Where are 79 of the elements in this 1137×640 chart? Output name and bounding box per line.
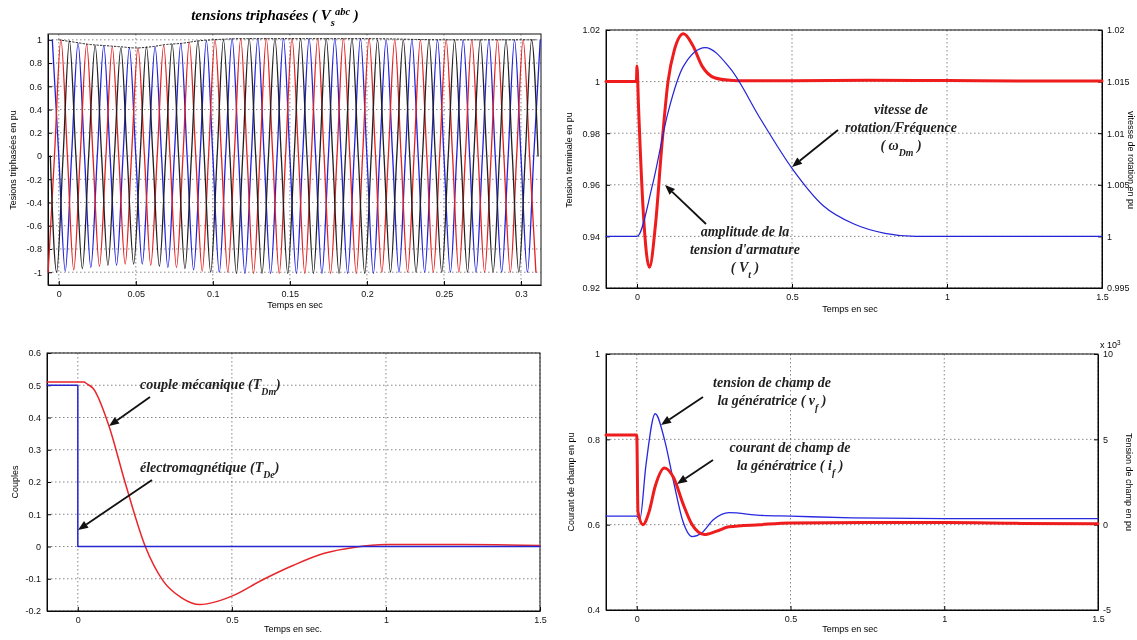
- y-tick-label: 0.2: [28, 477, 41, 488]
- x-tick-label: 1.5: [1096, 292, 1109, 303]
- x-tick-label: 0.1: [207, 289, 220, 300]
- y2-tick-label: 0.995: [1107, 283, 1130, 294]
- x-tick-label: 0.2: [361, 289, 374, 300]
- x-tick-label: 1: [944, 292, 951, 303]
- x-tick-label: 0.3: [515, 289, 528, 300]
- y-tick-label: 1.02: [582, 25, 600, 36]
- line-series: [46, 381, 541, 606]
- annotation: amplitude de la tension d'armature ( V$_{t}$ ): [689, 224, 801, 280]
- x-tick-label: 1: [942, 614, 948, 625]
- x-tick-label: 0.5: [786, 292, 799, 303]
- y-tick-label: 0.6: [29, 81, 42, 92]
- y-tick-label: 0.2: [29, 128, 42, 139]
- annotation: courant de champ de la génératrice ( i$_{f}$ ): [729, 440, 851, 478]
- y-tick-label: 0: [36, 151, 42, 162]
- y-tick-label: -0.4: [26, 197, 42, 208]
- y-axis-title: Couples: [10, 465, 20, 499]
- x-tick-label: 1.5: [1092, 614, 1105, 625]
- y2-tick-label: 1.015: [1107, 76, 1130, 87]
- y-tick-label: 0.96: [582, 180, 600, 191]
- x-tick-label: 0.5: [784, 614, 798, 625]
- y2-tick-label: 1.02: [1107, 25, 1125, 36]
- x-axis-title: Temps en sec: [822, 624, 879, 634]
- x-axis-title: Temps en sec.: [263, 624, 323, 634]
- line-series: [605, 413, 1099, 538]
- y-axis-title: Tesions triphasées en pu: [8, 110, 18, 210]
- x-tick-label: 0: [634, 614, 640, 625]
- x-tick-label: 0.5: [226, 615, 239, 626]
- annotation: couple mécanique (T$_{Dm}$): [140, 377, 281, 397]
- y-tick-label: 0: [35, 541, 41, 552]
- annotation: électromagnétique (T$_{De}$): [140, 460, 280, 480]
- x-axis-title: Temps en sec: [822, 304, 879, 314]
- y2-tick-label: 10: [1103, 349, 1114, 360]
- y-tick-label: 1: [36, 35, 42, 46]
- y2-tick-label: 5: [1103, 434, 1109, 445]
- y2-tick-label: 1: [1107, 231, 1113, 242]
- y-tick-label: -0.2: [25, 606, 41, 617]
- y2-tick-label: -5: [1103, 605, 1112, 616]
- y-tick-label: 1: [594, 349, 600, 360]
- y-tick-label: 0.5: [28, 380, 41, 391]
- x-tick-label: 0.15: [281, 289, 300, 300]
- y-tick-label: -0.2: [26, 174, 42, 185]
- chart-title: tensions triphasées ( V$_{s}$$^{abc}$ ): [191, 5, 359, 28]
- x-tick-label: 1.5: [534, 615, 547, 626]
- y-tick-label: -0.1: [25, 574, 41, 585]
- x-tick-label: 0.05: [127, 289, 146, 300]
- y-tick-label: 0.6: [28, 348, 41, 359]
- y-tick-label: -0.8: [26, 244, 42, 255]
- y-tick-label: 1: [594, 76, 600, 87]
- y-tick-label: 0.94: [582, 231, 600, 242]
- y-tick-label: -0.6: [26, 221, 42, 232]
- y-tick-label: 0.6: [587, 520, 600, 531]
- text: x 10$^{3}$: [1100, 338, 1122, 350]
- x-tick-label: 0: [75, 615, 81, 626]
- annotation: vitesse de rotation/Fréquence ( ω$_{Dm}$ ): [844, 102, 958, 158]
- y-tick-label: 0.4: [28, 412, 41, 423]
- x-tick-label: 0: [56, 289, 62, 300]
- x-tick-label: 0.25: [435, 289, 454, 300]
- y2-axis-title: Tension de champ en pu: [1124, 432, 1134, 532]
- y-tick-label: 0.4: [29, 104, 42, 115]
- y-tick-label: 0.1: [28, 509, 41, 520]
- annotation: tension de champ de la génératrice ( v$_{f}$ ): [713, 375, 831, 413]
- line-series: [604, 433, 1100, 536]
- y-tick-label: 0.98: [582, 128, 600, 139]
- y-tick-label: 0.8: [29, 58, 42, 69]
- x-tick-label: 1: [383, 615, 389, 626]
- y-axis-title: Tension terminale en pu: [564, 112, 574, 208]
- y2-tick-label: 0: [1103, 520, 1109, 531]
- y-tick-label: 0.92: [582, 283, 600, 294]
- y-axis-title: Courant de champ en pu: [566, 432, 576, 532]
- y-tick-label: 0.4: [587, 605, 600, 616]
- y-tick-label: 0.8: [587, 434, 600, 445]
- line-series: [605, 46, 1103, 237]
- y2-tick-label: 1.01: [1107, 128, 1125, 139]
- x-tick-label: 0: [634, 292, 641, 303]
- y-tick-label: -1: [33, 267, 42, 278]
- y-tick-label: 0.3: [28, 445, 41, 456]
- x-axis-title: Temps en sec: [267, 300, 324, 310]
